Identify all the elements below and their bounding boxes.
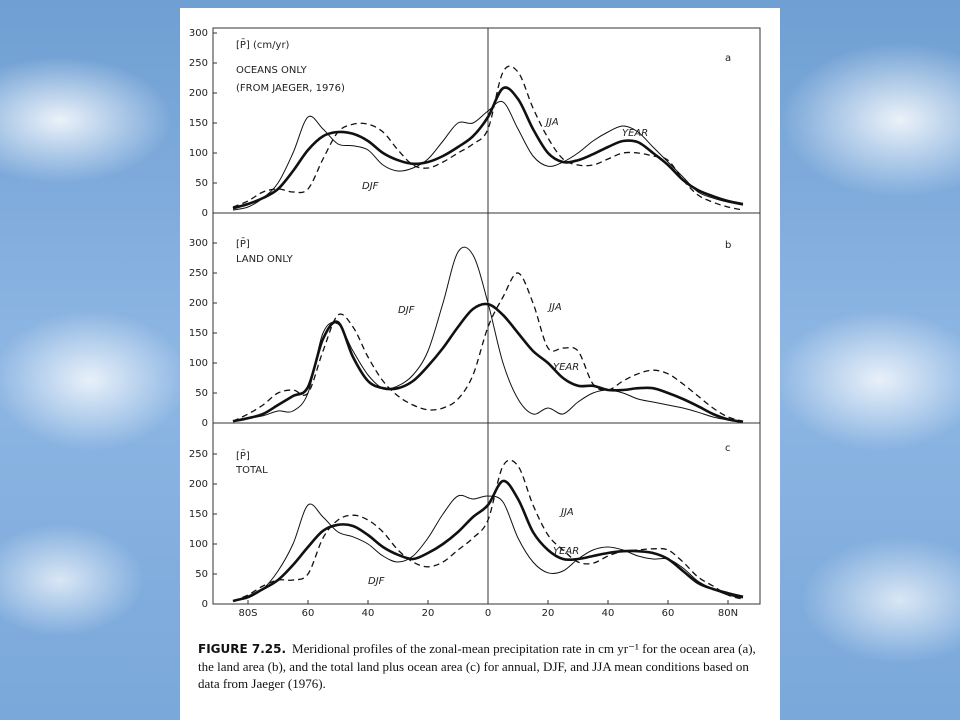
panel-letter: c <box>725 443 731 454</box>
y-tick-label: 100 <box>189 358 208 369</box>
series-line <box>232 272 744 422</box>
series-label: DJF <box>362 181 379 192</box>
caption-label: FIGURE 7.25. <box>198 642 287 656</box>
x-tick-label: 60 <box>662 608 675 619</box>
annotation: TOTAL <box>235 465 268 476</box>
x-tick-label: 40 <box>362 608 375 619</box>
y-tick-label: 150 <box>189 509 208 520</box>
annotation: [P̄] (cm/yr) <box>236 38 290 51</box>
y-tick-label: 100 <box>189 539 208 550</box>
y-tick-label: 0 <box>202 599 208 610</box>
y-tick-label: 250 <box>189 449 208 460</box>
series-label: YEAR <box>553 362 579 373</box>
panel-letter: b <box>725 240 731 251</box>
plot-frame <box>212 212 761 424</box>
annotation: [P̄] <box>236 237 250 250</box>
x-tick-label: 20 <box>422 608 435 619</box>
series-line <box>232 65 744 211</box>
y-tick-label: 100 <box>189 148 208 159</box>
series-label: YEAR <box>622 128 648 139</box>
series-label: JJA <box>559 507 574 518</box>
x-tick-label: 80N <box>718 608 738 619</box>
series-label: JJA <box>544 117 559 128</box>
series-label: DJF <box>368 576 385 587</box>
x-tick-label: 20 <box>542 608 555 619</box>
x-tick-label: 80S <box>238 608 257 619</box>
y-tick-label: 200 <box>189 88 208 99</box>
series-label: YEAR <box>553 546 579 557</box>
series-line <box>232 494 744 602</box>
y-tick-label: 250 <box>189 58 208 69</box>
x-tick-label: 40 <box>602 608 615 619</box>
series-label: DJF <box>398 305 415 316</box>
annotation: (FROM JAEGER, 1976) <box>236 83 345 94</box>
plot-frame <box>212 422 761 605</box>
x-tick-label: 60 <box>302 608 315 619</box>
caption: FIGURE 7.25. Meridional profiles of the z… <box>198 640 768 692</box>
y-tick-label: 0 <box>202 208 208 219</box>
y-tick-label: 200 <box>189 479 208 490</box>
y-tick-label: 300 <box>189 28 208 39</box>
annotation: [P̄] <box>236 449 250 462</box>
series-label: JJA <box>547 302 562 313</box>
y-tick-label: 50 <box>195 388 208 399</box>
y-tick-label: 50 <box>195 178 208 189</box>
y-tick-label: 200 <box>189 298 208 309</box>
y-tick-label: 150 <box>189 118 208 129</box>
y-tick-label: 250 <box>189 268 208 279</box>
caption-text: Meridional profiles of the zonal-mean pr… <box>198 641 756 691</box>
series-line <box>232 246 744 423</box>
y-tick-label: 150 <box>189 328 208 339</box>
series-line <box>232 459 744 602</box>
series-line <box>232 100 744 211</box>
y-tick-label: 300 <box>189 238 208 249</box>
x-tick-label: 0 <box>485 608 491 619</box>
annotation: LAND ONLY <box>236 254 294 265</box>
y-tick-label: 0 <box>202 418 208 429</box>
panel-letter: a <box>725 53 731 64</box>
annotation: OCEANS ONLY <box>236 65 308 76</box>
series-line <box>232 479 744 603</box>
y-tick-label: 50 <box>195 569 208 580</box>
